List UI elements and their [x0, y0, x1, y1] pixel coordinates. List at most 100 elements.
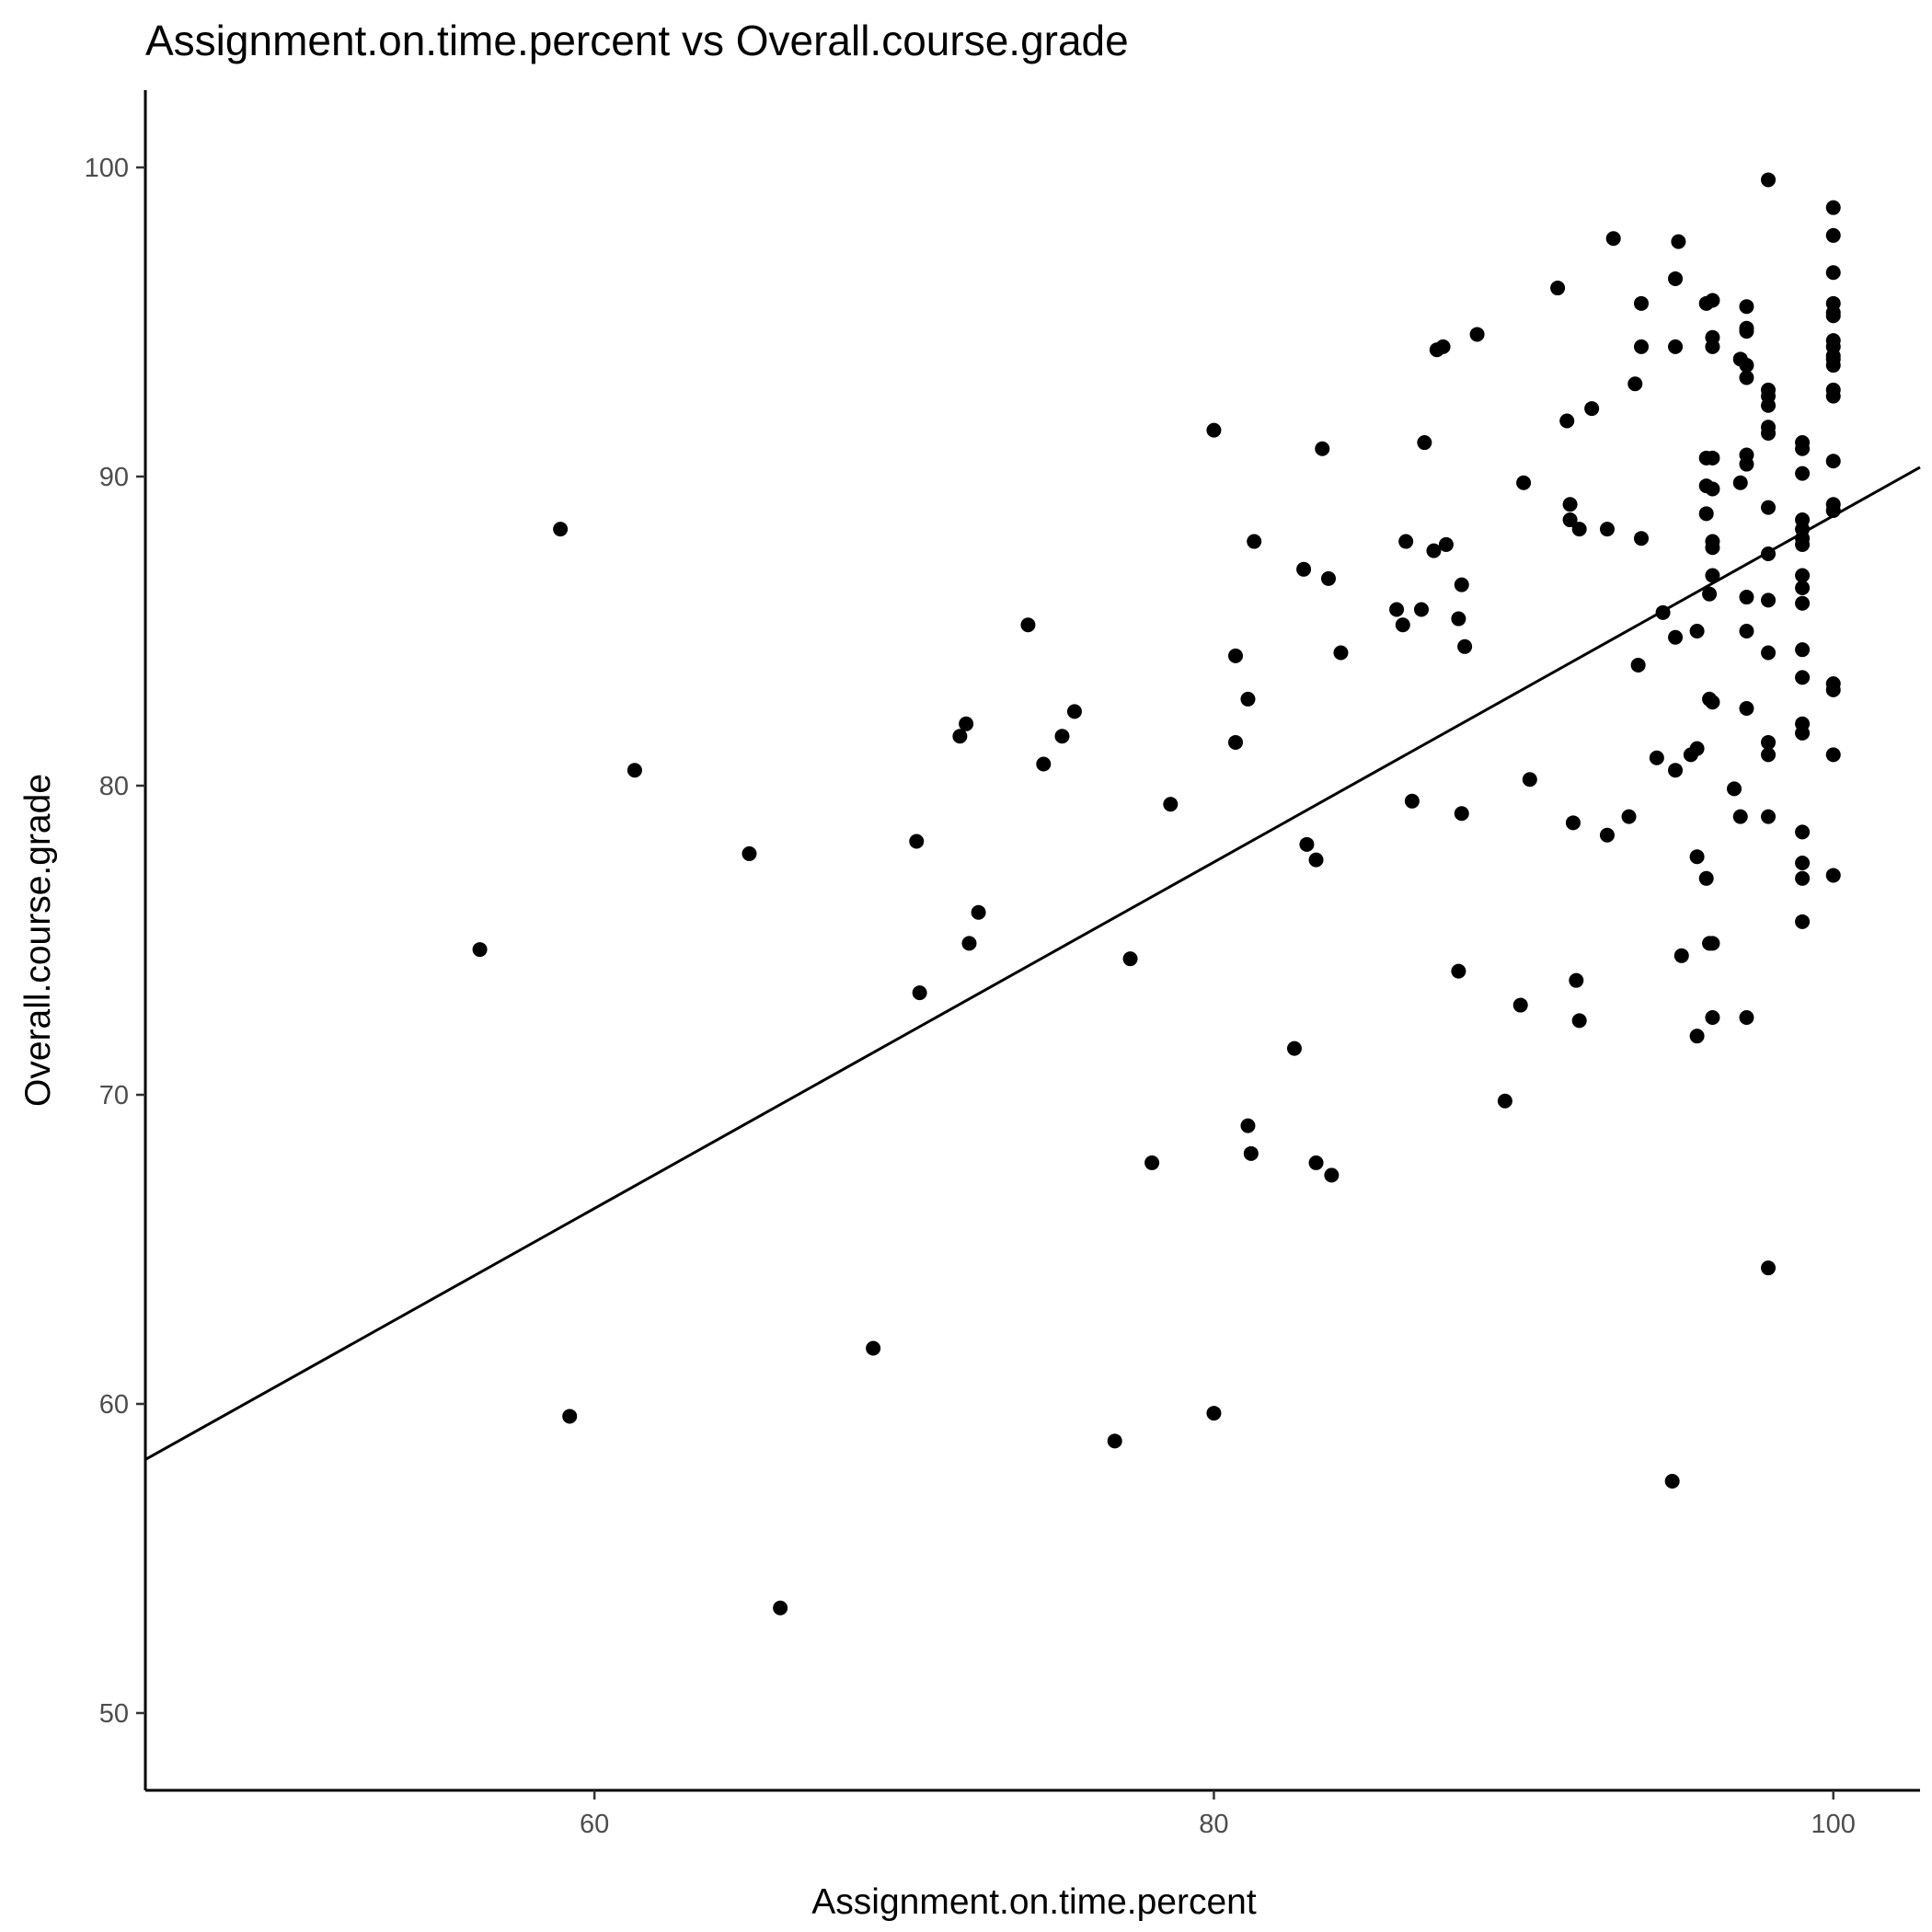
data-point [1739, 299, 1754, 315]
data-point [1571, 1013, 1587, 1029]
data-point [1668, 339, 1684, 354]
data-point [912, 985, 927, 1001]
data-point [1761, 172, 1777, 188]
y-tick-label: 100 [85, 154, 129, 183]
data-point [1761, 546, 1777, 561]
data-point [1671, 234, 1686, 249]
regression-line [144, 466, 1921, 1461]
data-point [1795, 568, 1811, 583]
data-point [1689, 1029, 1705, 1044]
data-point [1739, 456, 1754, 472]
data-point [1522, 772, 1537, 788]
data-point [1565, 815, 1581, 831]
data-point [1066, 704, 1082, 719]
y-axis-title: Overall.course.grade [18, 774, 58, 1107]
data-point [1698, 870, 1714, 886]
data-point [1705, 339, 1720, 354]
data-point [1454, 577, 1469, 592]
data-point [1469, 327, 1485, 342]
data-point [1308, 852, 1324, 868]
data-point [1571, 522, 1587, 537]
data-point [1705, 450, 1720, 466]
data-point [1324, 1167, 1340, 1183]
x-tick-label: 60 [580, 1810, 609, 1839]
data-point [1634, 531, 1650, 546]
data-point [1732, 475, 1748, 490]
data-point [1825, 388, 1841, 404]
data-point [1512, 997, 1528, 1013]
data-point [1584, 401, 1600, 417]
data-point [1705, 695, 1720, 710]
data-point [866, 1340, 881, 1356]
data-point [1702, 586, 1718, 602]
x-tick-label: 80 [1199, 1810, 1228, 1839]
data-point [1569, 972, 1584, 988]
data-point [1605, 231, 1621, 247]
data-point [627, 763, 642, 778]
data-point [1825, 747, 1841, 763]
x-tick-label: 100 [1811, 1810, 1856, 1839]
data-point [1739, 358, 1754, 374]
data-point [1795, 870, 1811, 886]
data-point [909, 834, 925, 849]
data-point [1825, 200, 1841, 215]
data-point [1550, 281, 1566, 296]
data-point [1630, 657, 1646, 673]
data-point [553, 522, 569, 537]
data-point [1321, 570, 1336, 586]
data-point [1398, 534, 1414, 549]
data-point [1627, 376, 1643, 392]
data-point [1299, 836, 1315, 852]
data-point [1599, 522, 1615, 537]
data-point [1497, 1093, 1512, 1109]
data-point [1655, 604, 1671, 620]
data-point [1825, 358, 1841, 374]
data-point [1438, 536, 1454, 552]
data-point [1795, 914, 1811, 929]
data-point [1761, 397, 1777, 413]
data-point [1705, 481, 1720, 497]
data-point [1308, 1155, 1324, 1170]
data-point [1286, 1041, 1302, 1056]
data-point [1562, 497, 1578, 512]
data-point [1395, 617, 1410, 633]
data-point [1296, 561, 1312, 577]
data-point [1668, 629, 1684, 645]
data-point [472, 942, 488, 958]
data-point [1389, 602, 1405, 617]
data-point [1825, 308, 1841, 324]
data-point [1727, 781, 1742, 797]
x-axis-title: Assignment.on.time.percent [811, 1882, 1257, 1922]
y-axis-ticks: 50 60 70 80 90 100 [85, 154, 145, 1729]
data-point [961, 936, 977, 951]
data-point [1457, 638, 1473, 654]
data-point [1705, 936, 1720, 951]
data-point [1621, 809, 1637, 824]
data-point [1705, 540, 1720, 556]
data-point [1634, 295, 1650, 311]
data-point [1795, 580, 1811, 595]
data-point [1228, 648, 1244, 663]
y-tick-label: 70 [99, 1081, 129, 1110]
data-point [1562, 512, 1578, 528]
data-point [1732, 809, 1748, 824]
data-point [1435, 339, 1451, 354]
data-point [1668, 270, 1684, 286]
data-point [1825, 454, 1841, 469]
data-point [1795, 595, 1811, 611]
y-tick-label: 90 [99, 463, 129, 492]
data-point [1761, 734, 1777, 750]
data-point [1649, 750, 1664, 765]
data-point [742, 845, 757, 861]
data-point [1559, 413, 1575, 429]
data-point [1664, 1474, 1680, 1489]
data-point [1761, 425, 1777, 441]
data-point [1516, 475, 1532, 490]
data-point [1163, 797, 1179, 812]
data-point [1404, 793, 1420, 809]
data-point [971, 904, 986, 920]
data-point [1036, 756, 1052, 772]
data-point [1795, 466, 1811, 481]
chart-title: Assignment.on.time.percent vs Overall.co… [145, 17, 1129, 64]
